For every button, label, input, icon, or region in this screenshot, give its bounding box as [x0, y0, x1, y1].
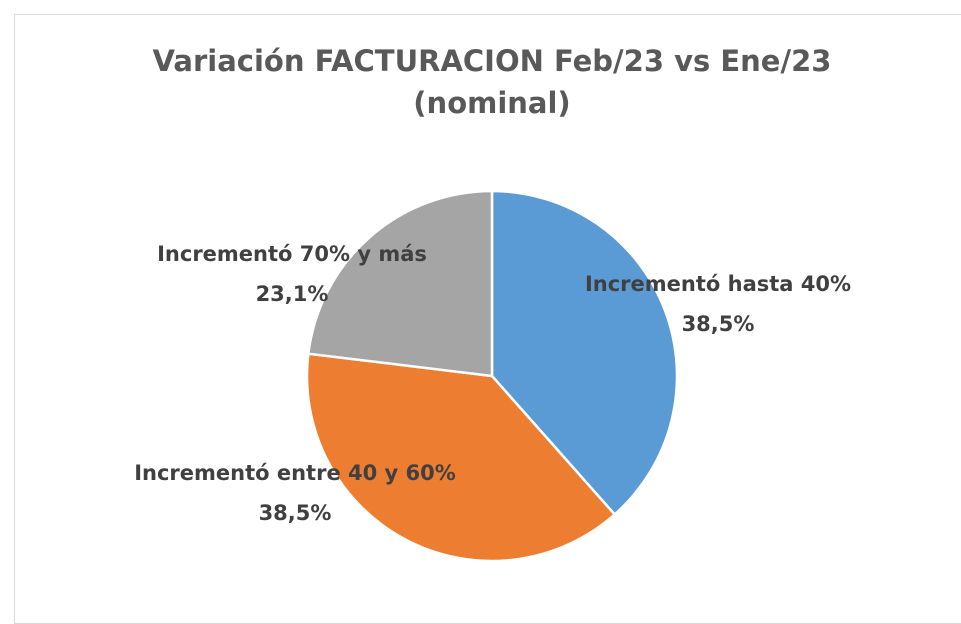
slice-value-label: 23,1%: [255, 282, 329, 306]
chart-title: Variación FACTURACION Feb/23 vs Ene/23 (…: [152, 44, 832, 120]
pie-slice: [490, 189, 679, 517]
slice-label: Incrementó entre 40 y 60%: [134, 461, 456, 485]
slice-value-label: 38,5%: [258, 501, 332, 525]
slice-label: Incrementó hasta 40%: [584, 272, 852, 296]
slice-label: Incrementó 70% y más: [157, 242, 427, 266]
pie-slice: [305, 352, 617, 563]
pie-slice: [306, 189, 494, 378]
slice-value-label: 38,5%: [681, 312, 755, 336]
